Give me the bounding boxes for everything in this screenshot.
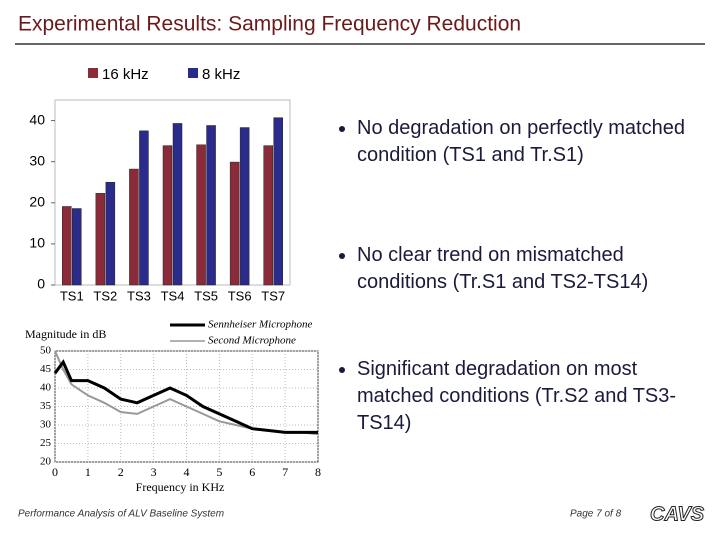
bullet: No degradation on perfectly matched cond… [357,115,717,169]
series-line [53,359,318,434]
bullet: No clear trend on mismatched conditions … [357,242,717,296]
x-tick-label: 1 [85,465,91,479]
y-tick-label: 35 [40,400,52,412]
bullet-list: No degradation on perfectly matched cond… [335,115,717,169]
bar [172,123,183,286]
bar [129,168,139,286]
y-tick-label: 45 [40,363,52,375]
y-tick-label: 25 [40,437,52,449]
y-axis-label: Magnitude in dB [25,327,106,341]
bullet-list: Significant degradation on most matched … [335,356,717,437]
y-tick-label: 20 [40,456,52,468]
y-tick-label: 40 [40,382,52,394]
bar [239,127,250,286]
x-tick-label: 5 [216,465,222,479]
logo: CAVS [650,503,705,525]
legend-label: Second Microphone [208,335,296,347]
x-tick-label: TS1 [60,288,84,303]
bar [105,181,116,286]
bar [62,206,72,286]
x-tick-label: TS4 [161,288,185,303]
y-tick-label: 30 [29,152,45,168]
footer: Performance Analysis of ALV Baseline Sys… [18,509,224,520]
plot-frame [54,99,291,286]
x-tick-label: TS5 [194,288,218,303]
legend-label: Sennheiser Microphone [208,319,312,331]
bar [196,144,206,286]
x-tick-label: TS3 [127,288,151,303]
bar [72,208,82,286]
x-tick-label: 8 [315,465,321,479]
x-tick-label: TS6 [228,288,252,303]
bar [162,145,173,286]
y-tick-label: 10 [29,235,45,251]
slide-title: Experimental Results: Sampling Frequency… [18,13,521,36]
x-tick-label: 6 [249,465,255,479]
x-tick-label: TS2 [93,288,117,303]
page-number: Page 7 of 8 [570,509,622,520]
bar [229,161,240,286]
bar [139,130,149,286]
y-tick-label: 50 [40,345,52,357]
x-tick-label: 4 [184,465,190,479]
x-tick-label: 2 [118,465,124,479]
x-tick-label: 7 [282,465,288,479]
y-tick-label: 0 [37,276,45,292]
x-tick-label: 0 [52,465,58,479]
x-axis-label: Frequency in KHz [136,480,225,494]
bullet-list: No clear trend on mismatched conditions … [335,242,717,296]
legend-swatch [188,68,198,78]
legend-label: 16 kHz [102,66,149,83]
bar [95,193,106,286]
bullet: Significant degradation on most matched … [357,356,717,437]
bar [273,117,283,286]
legend-label: 8 kHz [202,66,240,83]
x-tick-label: 3 [151,465,157,479]
x-tick-label: TS7 [261,288,285,303]
legend-swatch [88,68,98,78]
y-tick-label: 20 [29,193,45,209]
bar [206,125,216,286]
bar [263,145,273,286]
y-tick-label: 30 [40,419,52,431]
y-tick-label: 40 [29,111,45,127]
